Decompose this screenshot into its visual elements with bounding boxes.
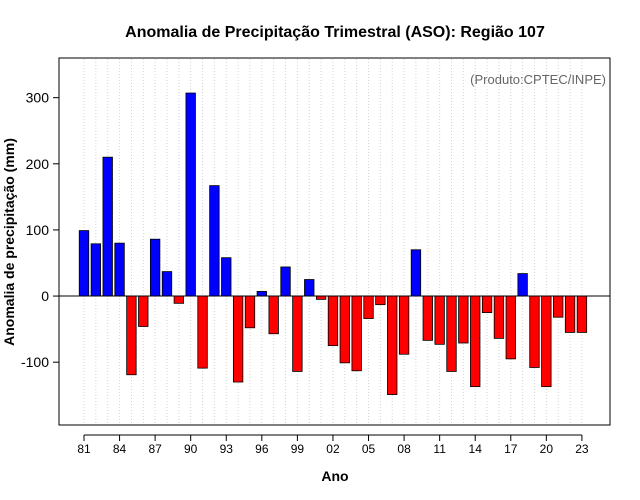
bars: [78, 92, 588, 395]
x-tick-label: 11: [433, 442, 446, 456]
y-tick-label: 100: [26, 222, 50, 238]
bar-2000: [304, 279, 315, 297]
bar-1990: [185, 92, 196, 297]
bar-2004: [351, 295, 362, 372]
x-tick-label: 23: [575, 442, 589, 456]
bar-2003: [339, 295, 350, 364]
bar-1997: [268, 295, 279, 335]
bar-1998: [280, 266, 291, 297]
grid-lines: [83, 59, 583, 424]
bar-1982: [90, 243, 102, 297]
x-tick-label: 02: [326, 442, 340, 456]
bar-1985: [126, 295, 137, 376]
x-axis: 81 84 87 90 93 96 99 02 05 08 11 14 17 20 23: [77, 434, 589, 456]
bar-1984: [114, 242, 125, 297]
bar-1981: [78, 230, 90, 297]
bar-1983: [102, 156, 113, 297]
bar-2016: [493, 295, 505, 339]
y-tick-label: -100: [21, 354, 49, 370]
bar-2005: [363, 295, 374, 319]
bar-2006: [375, 295, 386, 306]
x-tick-label: 90: [184, 442, 198, 456]
bar-1992: [209, 185, 220, 297]
bar-1989: [173, 295, 184, 304]
credit-text: (Produto:CPTEC/INPE): [470, 72, 606, 87]
y-tick-label: 300: [26, 90, 50, 106]
bar-1986: [138, 295, 149, 327]
bar-1991: [197, 295, 208, 369]
bar-2012: [446, 295, 457, 372]
bar-2010: [422, 295, 433, 341]
x-tick-label: 87: [148, 442, 162, 456]
x-tick-label: 93: [220, 442, 234, 456]
bar-2021: [553, 295, 564, 318]
bar-2020: [541, 295, 552, 388]
chart-title: Anomalia de Precipitação Trimestral (ASO…: [125, 24, 545, 41]
y-axis-label: Anomalia de precipitação (mm): [1, 138, 17, 346]
bar-2018: [517, 273, 528, 297]
x-tick-label: 17: [504, 442, 518, 456]
x-tick-label: 96: [255, 442, 269, 456]
bar-2002: [327, 295, 339, 347]
bar-2008: [398, 295, 410, 355]
bar-2011: [434, 295, 445, 345]
x-tick-label: 99: [291, 442, 305, 456]
x-tick-label: 14: [469, 442, 483, 456]
bar-1996: [256, 291, 267, 297]
x-tick-label: 84: [113, 442, 127, 456]
x-tick-label: 05: [362, 442, 376, 456]
bar-2013: [458, 295, 469, 344]
bar-2007: [387, 295, 398, 395]
bar-1988: [161, 271, 173, 297]
x-axis-label: Ano: [321, 468, 348, 484]
bar-1987: [149, 238, 161, 297]
y-axis: -100 0 100 200 300: [21, 90, 59, 370]
bar-2009: [410, 249, 422, 297]
x-tick-label: 81: [77, 442, 91, 456]
bar-2015: [481, 295, 493, 313]
bar-1993: [221, 257, 232, 297]
bar-1995: [244, 295, 256, 329]
bar-2014: [470, 295, 481, 388]
bar-2019: [529, 295, 540, 368]
x-tick-label: 20: [540, 442, 554, 456]
bar-1999: [292, 295, 303, 372]
y-tick-label: 0: [41, 288, 49, 304]
bar-1994: [232, 295, 244, 383]
y-tick-label: 200: [26, 156, 50, 172]
bar-2022: [564, 295, 576, 333]
plot-frame: [58, 57, 611, 426]
bar-2017: [505, 295, 516, 360]
bar-2023: [576, 295, 588, 333]
x-tick-label: 08: [397, 442, 411, 456]
